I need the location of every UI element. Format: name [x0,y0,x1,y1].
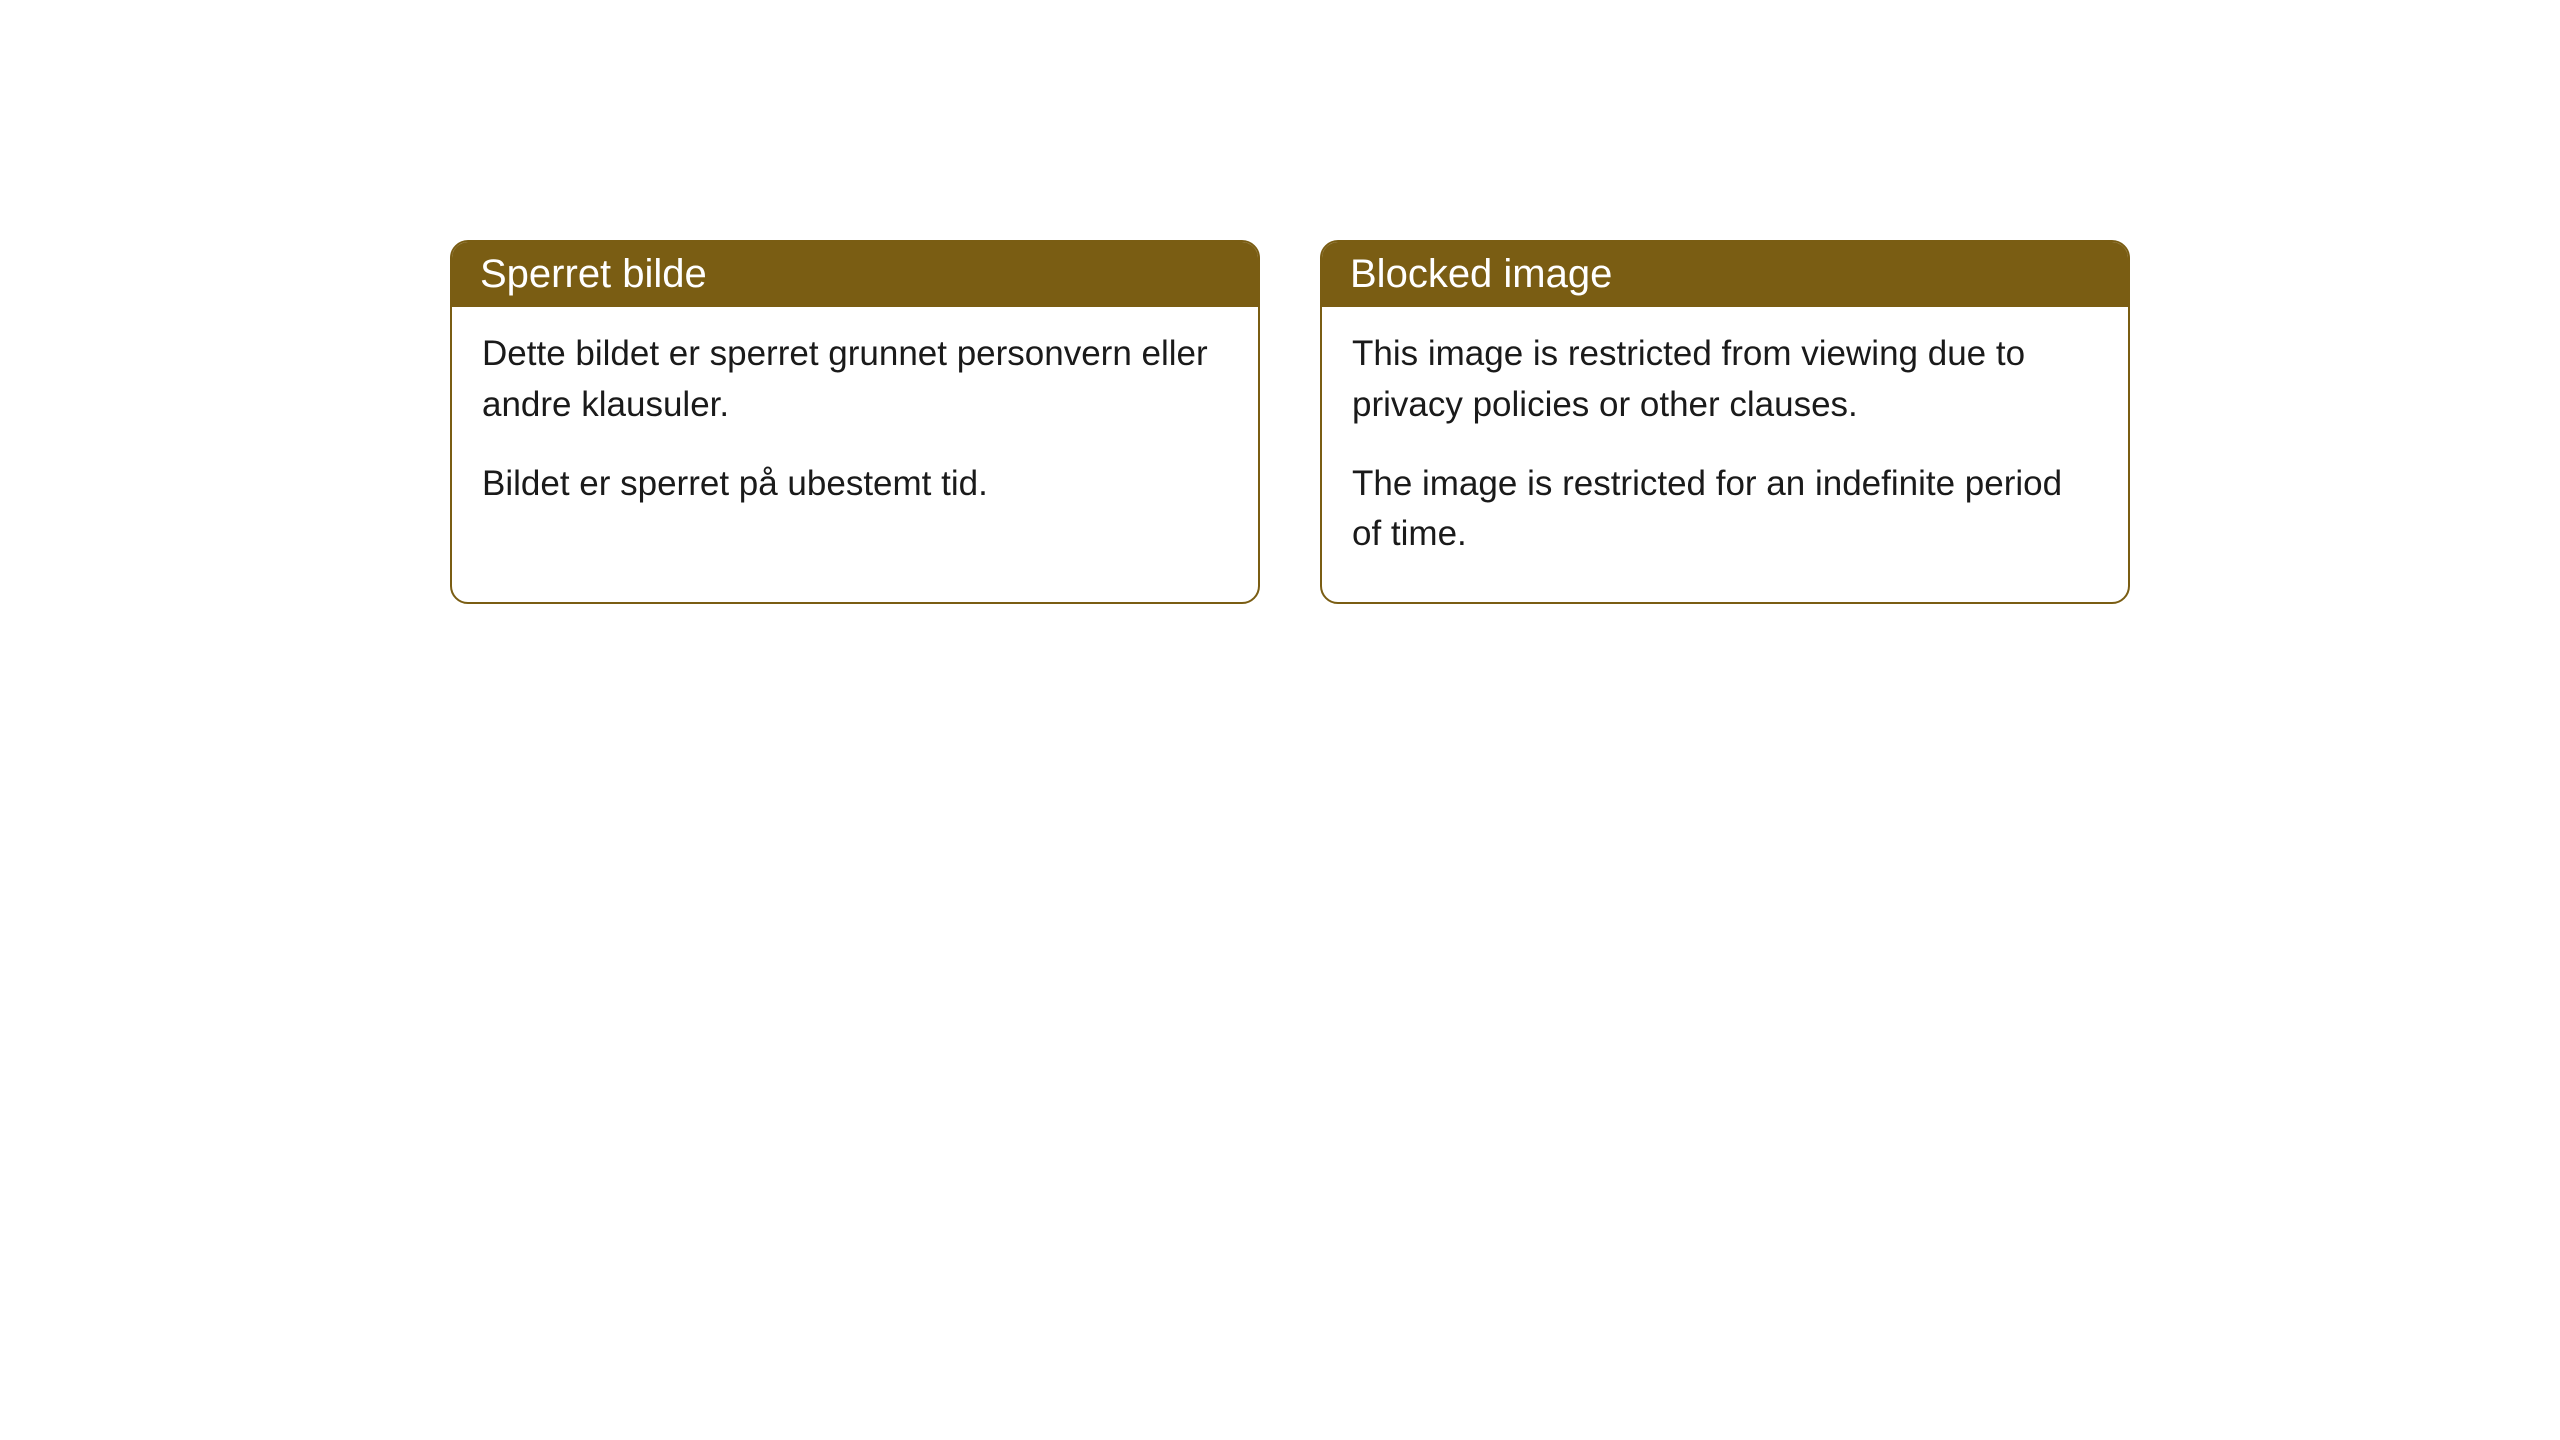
blocked-image-card-en: Blocked image This image is restricted f… [1320,240,2130,604]
notice-container: Sperret bilde Dette bildet er sperret gr… [0,0,2560,604]
card-header-en: Blocked image [1322,242,2128,307]
card-paragraph-no-2: Bildet er sperret på ubestemt tid. [482,459,1228,510]
card-paragraph-en-2: The image is restricted for an indefinit… [1352,459,2098,561]
card-paragraph-no-1: Dette bildet er sperret grunnet personve… [482,329,1228,431]
card-header-no: Sperret bilde [452,242,1258,307]
card-paragraph-en-1: This image is restricted from viewing du… [1352,329,2098,431]
card-body-en: This image is restricted from viewing du… [1322,307,2128,602]
blocked-image-card-no: Sperret bilde Dette bildet er sperret gr… [450,240,1260,604]
card-body-no: Dette bildet er sperret grunnet personve… [452,307,1258,551]
